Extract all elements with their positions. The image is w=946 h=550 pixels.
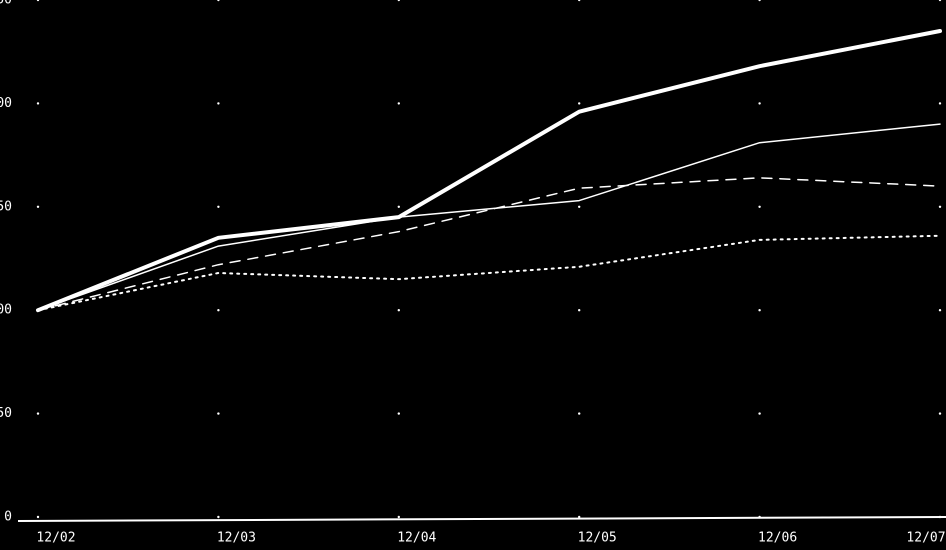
grid-dot	[938, 0, 942, 2]
grid-dot	[36, 515, 40, 519]
grid-dot	[578, 102, 581, 105]
grid-dot	[938, 515, 942, 519]
grid-dot	[397, 412, 400, 415]
x-tick-label: 12/05	[578, 531, 617, 546]
grid-dot	[217, 102, 220, 105]
grid-dot	[758, 205, 761, 208]
grid-dot	[758, 0, 761, 2]
grid-dot	[397, 515, 400, 519]
x-tick-label: 12/02	[36, 531, 75, 546]
y-tick-label: 150	[0, 199, 12, 214]
grid-dot	[397, 205, 400, 208]
grid-dot	[578, 412, 581, 415]
grid-dot	[578, 515, 581, 519]
grid-dot	[758, 412, 761, 415]
grid-dot	[938, 102, 942, 105]
grid-dot	[217, 0, 220, 2]
y-tick-label: 50	[0, 406, 12, 421]
grid-dot	[938, 205, 942, 208]
series-line	[37, 123, 941, 311]
grid-dot	[36, 205, 40, 208]
series-line	[36, 29, 942, 313]
x-tick-label: 12/04	[397, 531, 436, 546]
y-tick-label: 200	[0, 96, 12, 111]
series-line	[37, 234, 941, 312]
grid-dot	[758, 309, 761, 312]
grid-dot	[36, 412, 40, 415]
grid-dot	[938, 309, 942, 312]
y-tick-label: 250	[0, 0, 12, 8]
grid-dot	[758, 102, 761, 105]
grid-dot	[578, 205, 581, 208]
grid-dot	[36, 102, 40, 105]
grid-dot	[397, 0, 400, 2]
series-line	[37, 177, 941, 311]
grid-dot	[217, 412, 220, 415]
y-tick-label: 0	[4, 510, 12, 525]
grid-dot	[217, 309, 220, 312]
x-axis-line	[17, 516, 946, 522]
grid-dot	[36, 0, 40, 2]
grid-dot	[578, 309, 581, 312]
grid-dot	[397, 102, 400, 105]
grid-dot	[217, 205, 220, 208]
x-tick-label: 12/03	[217, 531, 256, 546]
grid-dot	[397, 309, 400, 312]
x-tick-label: 12/06	[758, 531, 797, 546]
y-tick-label: 100	[0, 303, 12, 318]
grid-dot	[217, 515, 220, 519]
grid-dot	[938, 412, 942, 415]
grid-dot	[578, 0, 581, 2]
grid-dot	[758, 515, 761, 519]
x-tick-label: 12/07	[906, 531, 945, 546]
